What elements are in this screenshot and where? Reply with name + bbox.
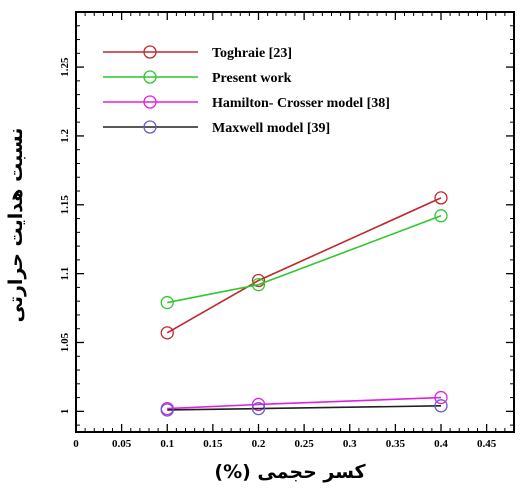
legend-marker <box>143 45 157 59</box>
data-point <box>434 191 448 205</box>
series-group <box>160 399 448 417</box>
x-tick-label: 0.45 <box>477 438 497 450</box>
legend-marker <box>143 70 157 84</box>
legend-marker <box>143 120 157 134</box>
y-tick-label: 1.15 <box>59 195 71 215</box>
axis-ticks: 0 0.05 0.1 0.15 0.2 0.25 0.3 0.35 0.4 0.45 1 1.05 1.… <box>59 11 514 450</box>
data-point <box>160 403 174 417</box>
x-tick-label: 0.2 <box>252 438 266 450</box>
y-axis-title: نسبت هدایت حرارتی <box>5 128 27 323</box>
y-tick-label: 1 <box>59 409 71 415</box>
x-axis-title: (%) كسر حجمی <box>214 461 366 483</box>
data-point <box>251 397 266 412</box>
x-tick-label: 0.15 <box>203 438 223 450</box>
x-tick-label: 0.3 <box>343 438 357 450</box>
data-point <box>251 401 266 416</box>
data-point <box>251 273 266 288</box>
plot-border <box>75 11 515 433</box>
data-point <box>160 295 174 310</box>
y-tick-label: 1.2 <box>59 129 71 143</box>
x-tick-label: 0.4 <box>434 438 448 450</box>
plot-frame <box>75 11 515 433</box>
series-line <box>166 197 442 334</box>
series-line <box>167 396 442 410</box>
series-line <box>167 215 442 304</box>
series-group <box>160 209 448 310</box>
data-point <box>434 209 448 223</box>
series-group <box>160 191 448 340</box>
x-tick-label: 0.25 <box>295 438 315 450</box>
legend-marker <box>143 95 157 109</box>
series-line <box>167 405 442 411</box>
x-tick-label: 0.05 <box>112 438 132 450</box>
x-tick-label: 0.1 <box>160 438 174 450</box>
x-tick-label: 0.35 <box>386 438 406 450</box>
legend-label: Hamilton- Crosser model [38] <box>212 96 390 111</box>
legend-label: Maxwell model [39] <box>212 121 330 136</box>
y-tick-label: 1.1 <box>59 267 71 281</box>
data-point <box>434 390 448 405</box>
legend: Toghraie [23] Present work Hamilton- Cross… <box>103 45 390 136</box>
data-point <box>251 278 266 292</box>
series-group <box>160 390 448 416</box>
y-tick-label: 1.05 <box>59 332 71 352</box>
x-tick-label: 0 <box>73 438 79 450</box>
legend-label: Toghraie [23] <box>212 46 292 61</box>
y-tick-label: 1.25 <box>59 57 71 77</box>
series-layer <box>160 191 448 417</box>
data-point <box>160 326 174 340</box>
legend-label: Present work <box>212 71 292 86</box>
data-point <box>434 399 448 413</box>
